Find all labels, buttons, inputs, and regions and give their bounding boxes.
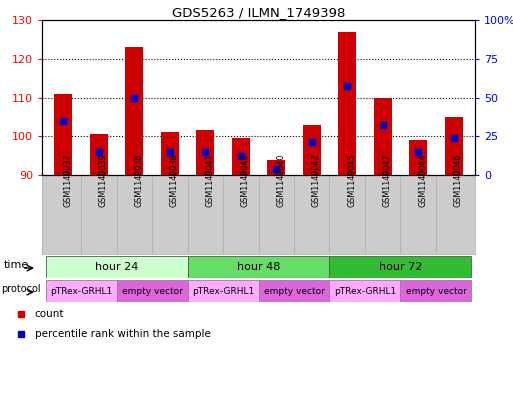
Text: GSM1149047: GSM1149047 bbox=[383, 153, 392, 207]
Bar bbox=[267, 160, 285, 175]
Bar bbox=[116, 280, 188, 302]
Text: GSM1149045: GSM1149045 bbox=[347, 153, 356, 207]
Bar bbox=[445, 117, 463, 175]
Bar bbox=[161, 132, 179, 175]
Text: GSM1149039: GSM1149039 bbox=[99, 153, 108, 207]
Text: empty vector: empty vector bbox=[264, 286, 324, 296]
Bar bbox=[125, 47, 143, 175]
Text: GSM1149036: GSM1149036 bbox=[134, 153, 143, 207]
Bar bbox=[409, 140, 427, 175]
Text: GSM1149046: GSM1149046 bbox=[453, 153, 463, 207]
Text: GSM1149040: GSM1149040 bbox=[276, 153, 285, 207]
Text: hour 24: hour 24 bbox=[95, 262, 138, 272]
Title: GDS5263 / ILMN_1749398: GDS5263 / ILMN_1749398 bbox=[172, 6, 345, 19]
Text: percentile rank within the sample: percentile rank within the sample bbox=[35, 329, 210, 339]
Text: GSM1149042: GSM1149042 bbox=[312, 153, 321, 207]
Text: GSM1149043: GSM1149043 bbox=[241, 153, 250, 207]
Text: count: count bbox=[35, 309, 64, 319]
Text: pTRex-GRHL1: pTRex-GRHL1 bbox=[192, 286, 254, 296]
Text: hour 72: hour 72 bbox=[379, 262, 422, 272]
Text: GSM1149038: GSM1149038 bbox=[170, 153, 179, 207]
Bar bbox=[401, 280, 471, 302]
Bar bbox=[259, 280, 329, 302]
Bar bbox=[46, 280, 116, 302]
Text: GSM1149044: GSM1149044 bbox=[418, 153, 427, 207]
Text: protocol: protocol bbox=[1, 284, 41, 294]
Text: GSM1149041: GSM1149041 bbox=[205, 153, 214, 207]
Bar bbox=[303, 125, 321, 175]
Text: empty vector: empty vector bbox=[405, 286, 466, 296]
Bar bbox=[188, 256, 329, 278]
Bar bbox=[329, 280, 401, 302]
Bar bbox=[54, 94, 72, 175]
Bar bbox=[196, 130, 214, 175]
Bar bbox=[339, 31, 356, 175]
Bar bbox=[90, 134, 108, 175]
Bar bbox=[188, 280, 259, 302]
Text: hour 48: hour 48 bbox=[237, 262, 280, 272]
Text: pTRex-GRHL1: pTRex-GRHL1 bbox=[334, 286, 396, 296]
Bar bbox=[374, 97, 391, 175]
Text: pTRex-GRHL1: pTRex-GRHL1 bbox=[50, 286, 112, 296]
Text: empty vector: empty vector bbox=[122, 286, 183, 296]
Bar bbox=[329, 256, 471, 278]
Bar bbox=[232, 138, 250, 175]
Text: GSM1149037: GSM1149037 bbox=[63, 153, 72, 207]
Bar bbox=[46, 256, 188, 278]
Text: time: time bbox=[4, 260, 29, 270]
